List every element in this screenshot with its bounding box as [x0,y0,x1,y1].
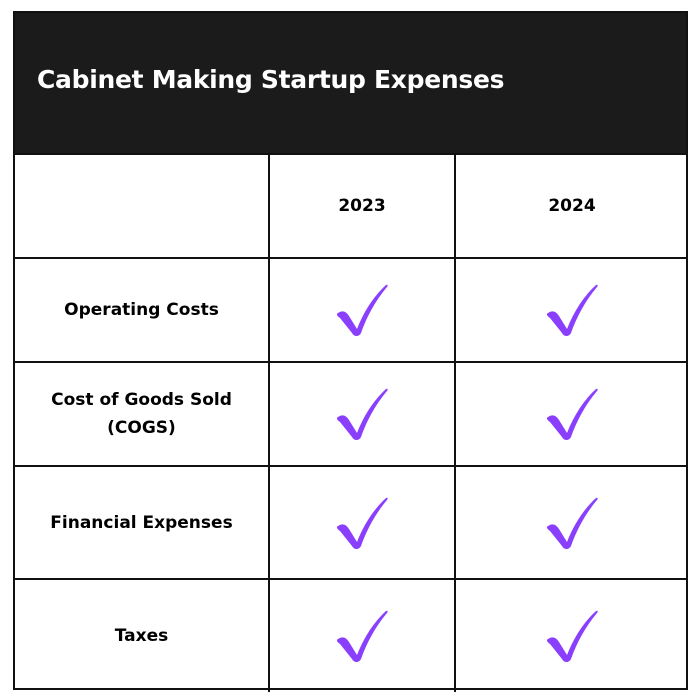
checkmark-icon [546,388,598,440]
table-row: Operating Costs [15,257,688,363]
check-cell [268,578,456,692]
checkmark-icon [546,610,598,662]
column-header-empty [15,153,270,259]
header-row: 2023 2024 [15,153,688,259]
check-cell [454,257,688,363]
checkmark-icon [546,284,598,336]
row-label: Taxes [15,578,270,692]
checkmark-icon [336,497,388,549]
table-row: Taxes [15,578,688,692]
checkmark-icon [336,284,388,336]
row-label: Operating Costs [15,257,270,363]
row-label: Cost of Goods Sold (COGS) [15,361,270,467]
check-cell [268,465,456,580]
table-row: Cost of Goods Sold (COGS) [15,361,688,467]
column-header-2024: 2024 [454,153,688,259]
checkmark-icon [546,497,598,549]
check-cell [454,361,688,467]
check-cell [268,257,456,363]
expenses-table: 2023 2024 Operating Costs Cost of Goods … [15,153,688,692]
expenses-table-card: Cabinet Making Startup Expenses 2023 202… [13,11,688,692]
header: Cabinet Making Startup Expenses [15,13,686,155]
checkmark-icon [336,388,388,440]
check-cell [268,361,456,467]
check-cell [454,578,688,692]
table-row: Financial Expenses [15,465,688,580]
page-title: Cabinet Making Startup Expenses [37,65,505,94]
checkmark-icon [336,610,388,662]
column-header-2023: 2023 [268,153,456,259]
row-label: Financial Expenses [15,465,270,580]
check-cell [454,465,688,580]
